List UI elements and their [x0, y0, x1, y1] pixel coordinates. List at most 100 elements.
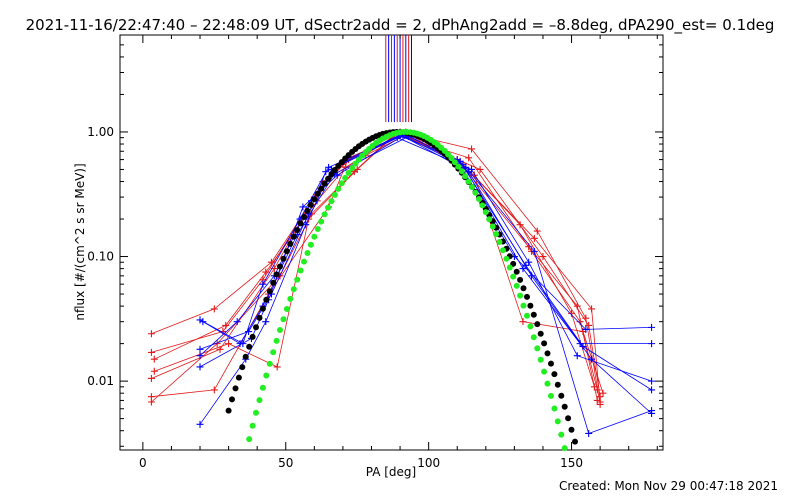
fit-point-black — [311, 196, 318, 203]
fit-point-black — [568, 426, 575, 433]
data-point-red — [539, 253, 547, 261]
data-point-red — [596, 398, 604, 406]
fit-point-green — [551, 405, 558, 412]
fit-point-green — [338, 180, 345, 187]
fit-point-green — [259, 384, 266, 391]
data-point-red — [585, 321, 593, 329]
x-tick-label: 50 — [278, 456, 293, 470]
fit-point-black — [304, 207, 311, 214]
fit-point-green — [513, 282, 520, 289]
fit-point-green — [277, 327, 283, 333]
fit-point-black — [554, 381, 561, 388]
data-point-red — [150, 355, 158, 363]
data-point-blue — [648, 409, 656, 417]
fit-point-green — [517, 292, 524, 299]
y-axis: 0.01 0.10 1.00 — [87, 34, 663, 447]
fit-point-black — [235, 374, 242, 381]
fit-point-black — [534, 321, 541, 328]
data-point-red — [530, 234, 538, 242]
fit-point-black — [314, 190, 321, 197]
y-axis-label: nflux [#/(cm^2 s sr MeV)] — [73, 163, 87, 320]
fit-point-green — [493, 231, 500, 238]
fit-point-black — [294, 227, 301, 233]
fit-point-green — [297, 267, 304, 274]
fit-point-black — [301, 214, 307, 220]
data-point-blue — [259, 280, 267, 288]
x-tick-label: 100 — [417, 456, 440, 470]
fit-point-green — [537, 356, 544, 363]
data-point-blue — [588, 355, 596, 363]
fit-point-black — [287, 240, 294, 247]
y-tick-label: 1.00 — [87, 125, 114, 139]
fit-point-green — [476, 196, 482, 202]
fit-point-black — [297, 220, 304, 227]
fit-point-green — [510, 273, 517, 280]
data-point-red — [216, 345, 224, 353]
data-point-blue — [196, 352, 204, 360]
x-axis: 0 50 100 150 — [139, 35, 658, 470]
fit-point-green — [472, 189, 479, 196]
series-line-blue — [199, 134, 652, 414]
fit-point-black — [270, 279, 277, 286]
fit-point-green — [489, 223, 496, 230]
data-point-red — [519, 318, 527, 326]
fit-point-green — [455, 163, 462, 170]
fit-point-green — [246, 436, 253, 443]
y-tick-label: 0.01 — [87, 374, 114, 388]
data-point-red — [476, 165, 484, 173]
data-point-blue — [648, 377, 656, 385]
fit-point-green — [500, 247, 506, 254]
fit-point-black — [335, 162, 342, 169]
fit-point-green — [465, 178, 472, 185]
fit-point-black — [273, 271, 280, 278]
data-point-red — [147, 398, 155, 406]
fit-point-black — [328, 171, 335, 178]
fit-point-green — [530, 334, 537, 341]
fit-point-black — [544, 350, 551, 357]
fit-point-green — [290, 286, 297, 293]
fit-point-black — [259, 305, 266, 312]
data-point-red — [468, 145, 476, 153]
fit-point-black — [249, 333, 256, 340]
fit-point-green — [345, 169, 352, 176]
fit-point-green — [325, 204, 332, 211]
fit-point-black — [572, 438, 578, 445]
fit-point-green — [355, 156, 362, 163]
data-point-red — [593, 386, 601, 394]
fit-point-black — [229, 396, 235, 403]
fit-point-black — [513, 268, 520, 275]
fit-point-green — [352, 160, 359, 167]
series-line-blue — [202, 136, 652, 391]
data-point-blue — [528, 272, 536, 280]
fit-point-black — [541, 340, 548, 347]
fit-point-green — [554, 418, 561, 425]
series-line-blue — [199, 135, 652, 345]
fit-point-green — [496, 239, 503, 245]
data-point-blue — [530, 247, 538, 255]
fit-point-black — [283, 248, 290, 255]
fit-point-green — [448, 155, 455, 162]
fit-point-green — [558, 431, 565, 438]
fit-point-green — [462, 173, 469, 180]
fit-point-green — [486, 216, 493, 223]
fit-point-green — [527, 323, 534, 330]
fit-point-black — [253, 324, 259, 331]
data-point-blue — [196, 363, 204, 371]
fit-point-green — [458, 168, 465, 175]
data-point-red — [516, 221, 524, 229]
fit-point-black — [558, 392, 565, 399]
x-axis-label: PA [deg] — [366, 465, 416, 479]
fit-point-green — [249, 422, 256, 429]
fit-point-green — [321, 211, 328, 218]
fit-point-black — [565, 415, 572, 422]
fit-point-black — [256, 314, 263, 321]
fit-point-black — [225, 407, 232, 414]
fit-point-green — [479, 202, 486, 209]
data-point-red — [210, 305, 218, 313]
fit-point-black — [280, 255, 287, 262]
data-point-red — [147, 348, 155, 356]
data-point-blue — [322, 168, 330, 176]
data-point-red — [225, 340, 233, 348]
data-point-blue — [236, 340, 244, 348]
fit-point-black — [325, 175, 332, 182]
